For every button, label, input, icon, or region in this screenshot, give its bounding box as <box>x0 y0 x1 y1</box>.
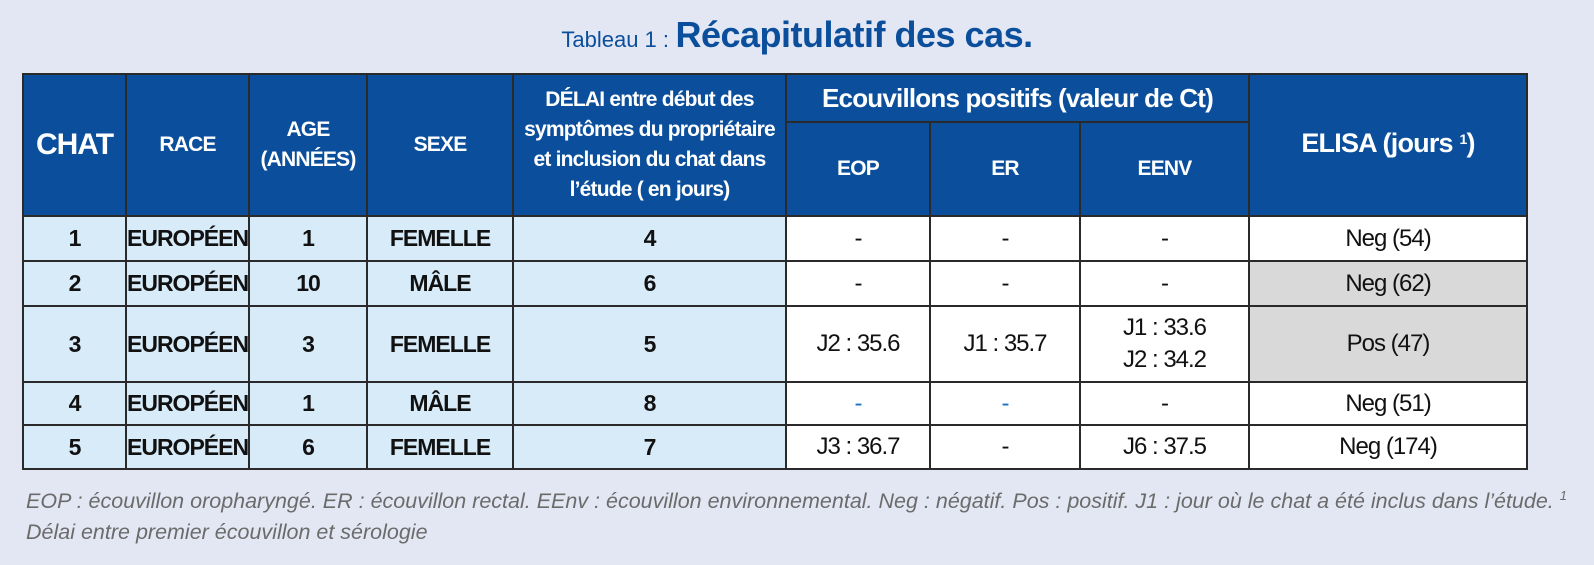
footnote-line1: EOP : écouvillon oropharyngé. ER : écouv… <box>26 489 1426 514</box>
table-footnote: EOP : écouvillon oropharyngé. ER : écouv… <box>26 480 1576 548</box>
cell-chat: 1 <box>22 215 127 262</box>
cell-elisa: Neg (54) <box>1248 215 1529 262</box>
table-row: 4 EUROPÉEN 1 MÂLE 8 - - - Neg (51) <box>22 381 1529 426</box>
cell-eop: J2 : 35.6 <box>785 305 931 383</box>
table-title: Tableau 1 : Récapitulatif des cas. <box>0 14 1594 56</box>
header-age-line2: (ANNÉES) <box>260 148 356 171</box>
cell-er: J1 : 35.7 <box>929 305 1081 383</box>
cell-sexe: FEMELLE <box>366 215 514 262</box>
footnote-line2: dans l’étude. <box>1431 489 1560 514</box>
header-row-top: CHAT RACE AGE (ANNÉES) SEXE DÉLAI entre … <box>22 73 1529 217</box>
header-sexe: SEXE <box>366 73 514 217</box>
table-title-main: Récapitulatif des cas. <box>675 14 1033 55</box>
cell-er: - <box>929 381 1081 426</box>
header-elisa-label: ELISA (jours <box>1301 128 1460 158</box>
header-race: RACE <box>125 73 250 217</box>
cell-age: 10 <box>248 260 368 307</box>
cases-summary-table: CHAT RACE AGE (ANNÉES) SEXE DÉLAI entre … <box>22 73 1529 470</box>
cell-elisa: Neg (62) <box>1248 260 1529 307</box>
cell-elisa: Neg (51) <box>1248 381 1529 426</box>
table-row: 3 EUROPÉEN 3 FEMELLE 5 J2 : 35.6 J1 : 35… <box>22 305 1529 383</box>
cell-age: 3 <box>248 305 368 383</box>
cell-delai: 4 <box>512 215 787 262</box>
cell-chat: 2 <box>22 260 127 307</box>
cell-eenv: J1 : 33.6 J2 : 34.2 <box>1078 305 1251 383</box>
cell-race: EUROPÉEN <box>125 424 250 470</box>
cell-eenv: - <box>1078 260 1251 307</box>
header-elisa-close: ) <box>1466 128 1475 158</box>
cell-race: EUROPÉEN <box>125 305 250 383</box>
header-elisa-footnote-mark: 1 <box>1459 131 1467 147</box>
cell-race: EUROPÉEN <box>125 381 250 426</box>
header-delai-line: l’étude ( en jours) <box>569 178 731 201</box>
cell-elisa: Neg (174) <box>1248 424 1529 470</box>
table-row: 1 EUROPÉEN 1 FEMELLE 4 - - - Neg (54) <box>22 215 1529 262</box>
cell-age: 1 <box>248 215 368 262</box>
cell-eenv: J6 : 37.5 <box>1078 424 1251 470</box>
cell-race: EUROPÉEN <box>125 260 250 307</box>
cell-eop: J3 : 36.7 <box>785 424 931 470</box>
cell-elisa: Pos (47) <box>1248 305 1529 383</box>
cell-er: - <box>929 424 1081 470</box>
cell-delai: 5 <box>512 305 787 383</box>
cell-eenv: - <box>1078 381 1251 426</box>
table-title-prefix: Tableau 1 : <box>561 27 670 52</box>
header-eop: EOP <box>785 121 931 217</box>
cell-eop-value: - <box>854 389 863 417</box>
cell-er: - <box>929 260 1081 307</box>
footnote-mark: 1 <box>1559 488 1567 503</box>
cell-sexe: FEMELLE <box>366 305 514 383</box>
cell-chat: 5 <box>22 424 127 470</box>
header-delai-line: symptômes du propriétaire <box>524 118 776 141</box>
cell-eenv-line: J1 : 33.6 <box>1122 314 1207 341</box>
header-age-line1: AGE <box>286 118 330 141</box>
header-elisa: ELISA (jours 1) <box>1248 73 1529 217</box>
cell-race: EUROPÉEN <box>125 215 250 262</box>
cell-eenv: - <box>1078 215 1251 262</box>
cell-delai: 7 <box>512 424 787 470</box>
header-ecouvillons-group: Ecouvillons positifs (valeur de Ct) <box>784 73 1251 123</box>
table-row: 5 EUROPÉEN 6 FEMELLE 7 J3 : 36.7 - J6 : … <box>22 424 1529 470</box>
header-eenv: EENV <box>1078 121 1251 217</box>
cell-eop: - <box>785 215 931 262</box>
cell-er-value: - <box>1001 389 1010 417</box>
cell-eenv-line: J2 : 34.2 <box>1122 346 1207 373</box>
header-chat: CHAT <box>22 73 127 217</box>
cell-sexe: MÂLE <box>366 260 514 307</box>
header-age: AGE (ANNÉES) <box>248 73 368 217</box>
cell-age: 6 <box>248 424 368 470</box>
table-row: 2 EUROPÉEN 10 MÂLE 6 - - - Neg (62) <box>22 260 1529 307</box>
cell-sexe: FEMELLE <box>366 424 514 470</box>
header-er: ER <box>929 121 1081 217</box>
header-delai: DÉLAI entre début des symptômes du propr… <box>512 73 787 217</box>
header-row-sub: EOP ER EENV <box>23 121 1527 217</box>
cell-sexe: MÂLE <box>366 381 514 426</box>
header-delai-line: DÉLAI entre début des <box>545 88 754 111</box>
cell-chat: 3 <box>22 305 127 383</box>
cell-age: 1 <box>248 381 368 426</box>
cell-er: - <box>929 215 1081 262</box>
cell-delai: 8 <box>512 381 787 426</box>
cell-delai: 6 <box>512 260 787 307</box>
footnote-line2-rest: Délai entre premier écouvillon et sérolo… <box>26 520 428 545</box>
cell-eop: - <box>785 381 931 426</box>
cell-eop: - <box>785 260 931 307</box>
header-delai-line: et inclusion du chat dans <box>533 148 766 171</box>
cell-chat: 4 <box>22 381 127 426</box>
